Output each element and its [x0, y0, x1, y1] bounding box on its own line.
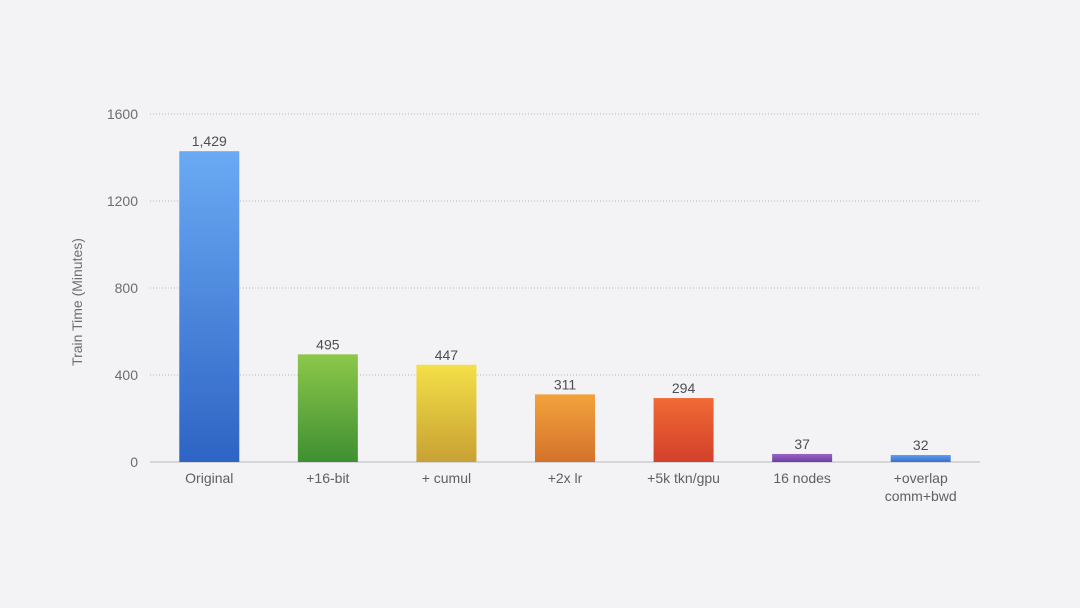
bar [535, 394, 595, 462]
bars-layer [179, 151, 951, 462]
data-label: 32 [913, 437, 929, 453]
x-tick-label: +5k tkn/gpu [647, 470, 720, 486]
bar [179, 151, 240, 462]
y-axis-label: Train Time (Minutes) [69, 238, 85, 366]
x-tick-label: 16 nodes [773, 470, 831, 486]
data-label: 1,429 [192, 133, 227, 149]
bar [653, 398, 714, 462]
data-label: 294 [672, 380, 696, 396]
bar [890, 455, 951, 462]
x-tick-label: + cumul [422, 470, 471, 486]
data-label: 495 [316, 336, 340, 352]
data-label: 37 [794, 436, 810, 452]
x-axis: Original +16-bit + cumul +2x lr +5k tkn/gpu 1… [185, 470, 957, 504]
x-tick-label: Original [185, 470, 233, 486]
bar [772, 453, 833, 462]
data-label: 447 [435, 347, 459, 363]
bar [297, 354, 358, 462]
y-axis: 0 400 800 1200 1600 [107, 106, 138, 470]
y-tick-label: 800 [115, 280, 139, 296]
bar [416, 364, 477, 462]
data-labels-layer: 1,429 495 447 311 294 37 32 [192, 133, 929, 453]
x-tick-label: comm+bwd [885, 488, 957, 504]
y-tick-label: 0 [130, 454, 138, 470]
y-tick-label: 1200 [107, 193, 138, 209]
data-label: 311 [554, 376, 577, 392]
y-tick-label: 1600 [107, 106, 138, 122]
y-tick-label: 400 [115, 367, 139, 383]
x-tick-label: +overlap [894, 470, 948, 486]
x-tick-label: +16-bit [306, 470, 349, 486]
x-tick-label: +2x lr [548, 470, 583, 486]
